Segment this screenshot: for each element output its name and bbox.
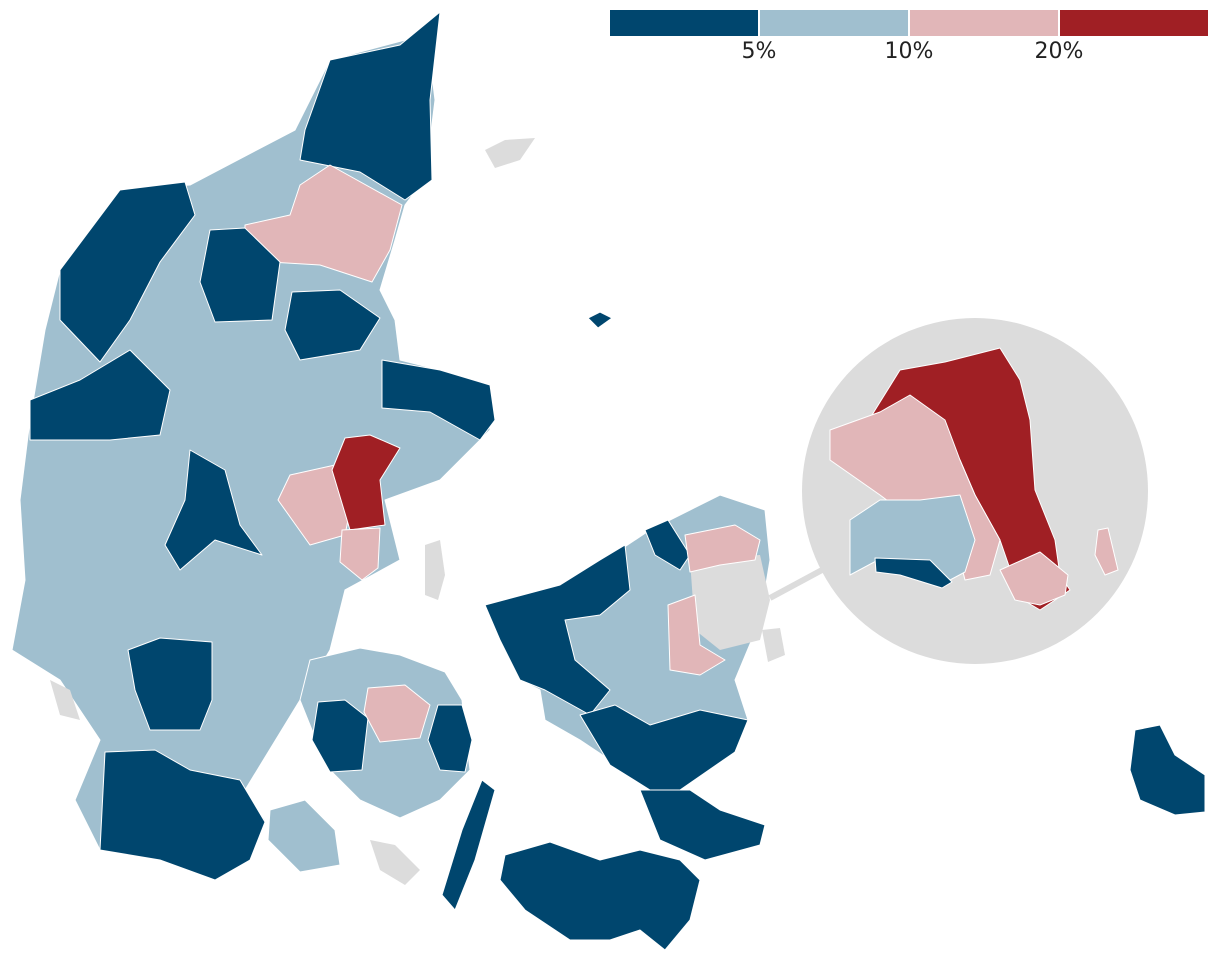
region	[199, 227, 281, 323]
region	[427, 704, 473, 773]
jutland	[11, 11, 496, 881]
island	[425, 540, 445, 600]
legend-swatch	[910, 10, 1058, 36]
legend-swatch	[1060, 10, 1208, 36]
region	[499, 841, 701, 951]
region	[1094, 527, 1119, 576]
legend-label: 20%	[1035, 39, 1084, 64]
region	[311, 699, 369, 773]
inset	[829, 347, 1119, 611]
copenhagen-area	[690, 555, 770, 650]
legend-swatch	[610, 10, 758, 36]
region	[587, 311, 613, 329]
region	[267, 799, 341, 873]
region	[381, 359, 496, 441]
region	[127, 637, 213, 731]
legend-label: 10%	[885, 39, 934, 64]
region	[484, 544, 631, 716]
legend-swatch	[760, 10, 908, 36]
region	[874, 557, 953, 589]
zealand	[484, 494, 771, 791]
region	[164, 449, 263, 571]
island	[50, 680, 80, 720]
region	[244, 164, 403, 283]
region	[639, 789, 766, 861]
region	[441, 779, 496, 911]
region	[331, 434, 401, 531]
funen	[50, 647, 496, 911]
region	[299, 11, 441, 201]
island	[370, 840, 420, 885]
legend-label: 5%	[742, 39, 777, 64]
region	[339, 527, 381, 581]
region	[1129, 724, 1206, 816]
region	[644, 519, 691, 571]
region	[684, 524, 761, 573]
inset-connector	[768, 567, 824, 601]
region	[363, 684, 431, 743]
island	[485, 138, 535, 168]
region	[579, 704, 749, 791]
region	[284, 289, 381, 361]
legend: 5% 10% 20%	[610, 10, 1208, 64]
region	[999, 551, 1069, 606]
region	[29, 349, 171, 441]
island	[762, 628, 785, 662]
region	[667, 594, 726, 676]
region	[99, 749, 266, 881]
region	[59, 181, 196, 363]
